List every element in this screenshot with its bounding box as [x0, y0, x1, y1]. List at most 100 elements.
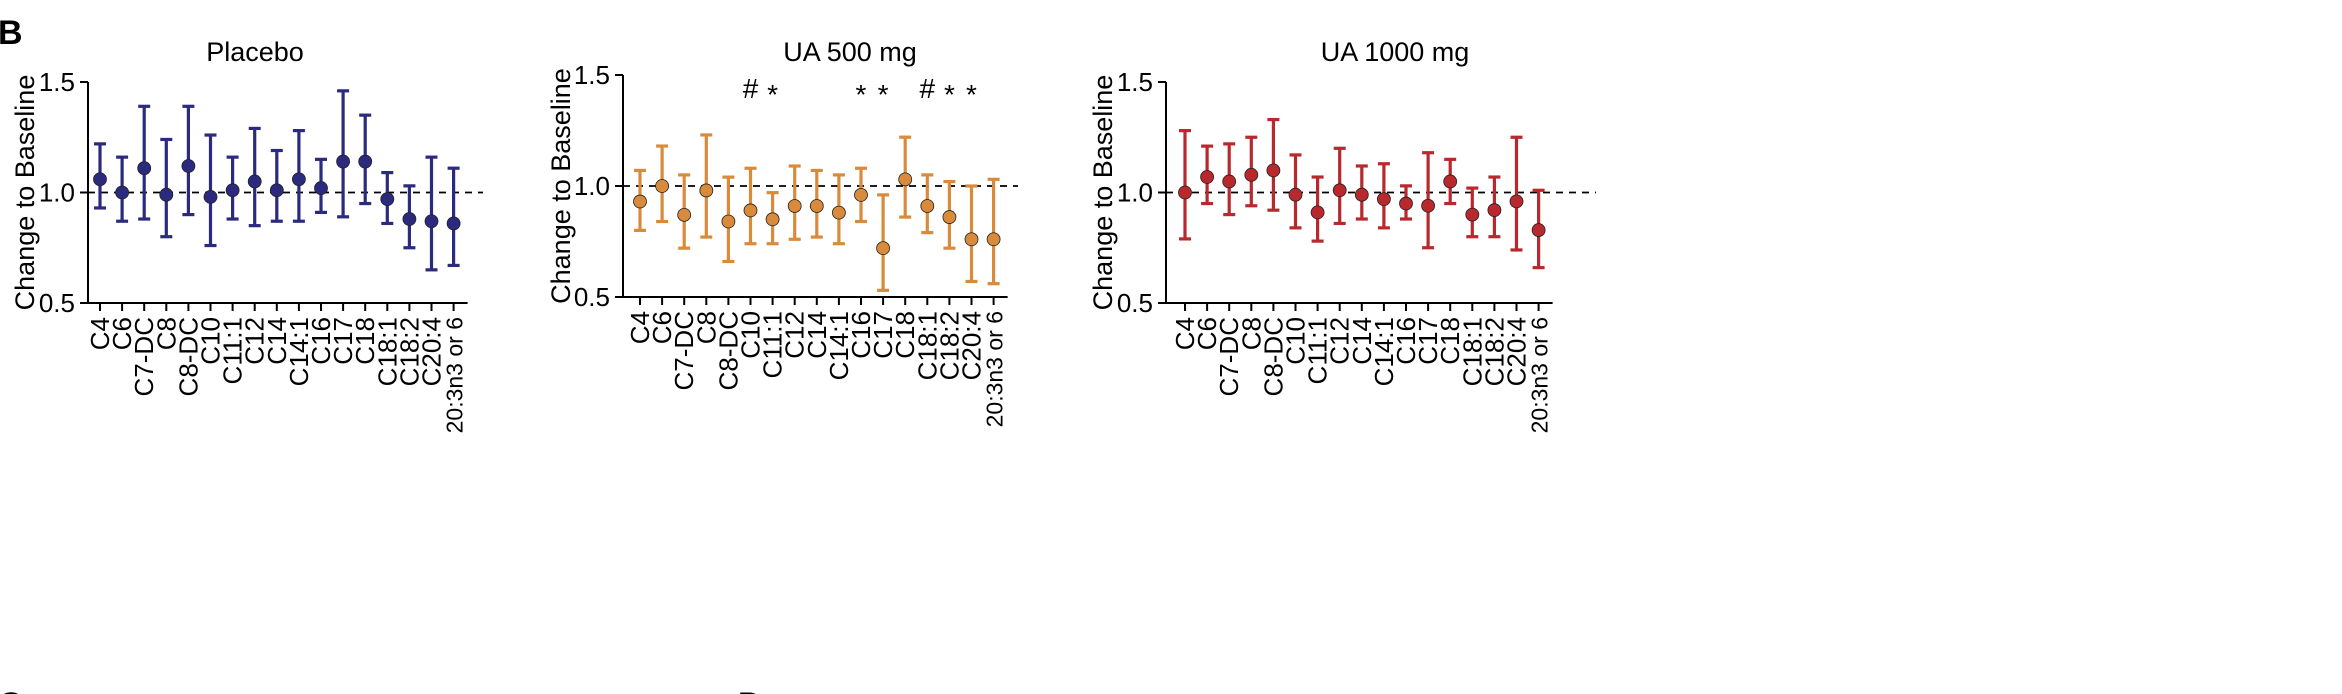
mean-marker: [699, 183, 714, 198]
x-tick-label: C16: [846, 311, 876, 359]
x-tick-label: C18: [350, 317, 380, 365]
significance-marker: *: [856, 79, 867, 110]
significance-marker: *: [966, 79, 977, 110]
mean-marker: [1244, 167, 1259, 182]
x-tick-label: C6: [107, 317, 137, 350]
x-tick-label: C12: [1325, 317, 1355, 365]
x-tick-label: C4: [625, 311, 655, 344]
data-point-C14: [1354, 164, 1369, 221]
data-point-C18:1: [920, 173, 935, 235]
data-point-C18:1: [380, 171, 395, 226]
x-tick-label: C11:1: [218, 317, 248, 384]
panel-letter-d: D: [738, 686, 763, 694]
x-tick-label: C8-DC: [1258, 317, 1288, 396]
y-tick-label: 1.5: [39, 67, 75, 97]
mean-marker: [898, 172, 913, 187]
mean-marker: [677, 207, 692, 222]
data-point-C18: [898, 135, 913, 219]
data-point-20:3n3 or 6: [1531, 188, 1546, 270]
y-tick-label: 0.5: [1117, 288, 1153, 318]
mean-marker: [380, 192, 395, 207]
data-point-C14: [269, 148, 284, 223]
mean-marker: [1200, 170, 1214, 184]
mean-marker: [1465, 207, 1480, 222]
data-point-C6: [1200, 144, 1214, 206]
mean-marker: [1288, 187, 1303, 202]
x-tick-label: C14:1: [824, 311, 854, 380]
mean-marker: [1266, 163, 1281, 178]
data-point-C8-DC: [181, 104, 196, 217]
x-tick-label: C8-DC: [713, 311, 743, 390]
data-point-C11:1: [1310, 175, 1325, 243]
mean-marker: [115, 185, 129, 200]
mean-marker: [1487, 203, 1502, 218]
x-tick-label: C14:1: [284, 317, 314, 386]
chart-title: Placebo: [206, 37, 304, 67]
mean-marker: [1377, 192, 1391, 207]
data-point-C10: [203, 133, 218, 248]
mean-marker: [964, 232, 979, 247]
data-point-C14:1: [832, 173, 846, 246]
mean-marker: [832, 205, 846, 220]
data-point-C12: [787, 164, 802, 241]
data-point-C16: [1399, 184, 1413, 221]
mean-marker: [765, 212, 780, 227]
mean-marker: [721, 214, 736, 229]
mean-marker: [402, 212, 417, 226]
mean-marker: [446, 216, 461, 231]
y-axis-label: Change to Baseline: [1088, 75, 1118, 311]
x-tick-label: C18:1: [912, 311, 942, 380]
mean-marker: [1354, 187, 1369, 202]
mean-marker: [159, 187, 174, 202]
x-tick-label: C14: [262, 317, 292, 365]
data-point-C17: [336, 89, 351, 219]
x-tick-label: C10: [736, 311, 766, 359]
mean-marker: [1531, 223, 1546, 237]
mean-marker: [986, 232, 1001, 247]
y-tick-label: 0.5: [574, 282, 610, 312]
data-point-C14:1: [291, 129, 306, 223]
x-tick-label: C8: [1236, 317, 1266, 350]
x-tick-label: C14:1: [1369, 317, 1399, 386]
data-point-C18:2: [402, 184, 417, 250]
chart-title: UA 1000 mg: [1321, 37, 1470, 67]
x-tick-label: C4: [85, 317, 115, 350]
x-tick-label: 20:3n3 or 6: [1527, 317, 1553, 433]
x-tick-label: C12: [780, 311, 810, 359]
mean-marker: [1178, 185, 1192, 200]
x-tick-label: C14: [802, 311, 832, 359]
x-tick-label: C18: [1435, 317, 1465, 365]
data-point-C11:1: [225, 155, 240, 221]
mean-marker: [787, 199, 802, 213]
x-tick-label: C14: [1347, 317, 1377, 365]
x-tick-label: C18:2: [394, 317, 424, 386]
data-point-C8-DC: [1266, 117, 1281, 212]
data-point-C4: [633, 168, 647, 232]
significance-marker: *: [767, 79, 778, 110]
data-point-C20:4: [1509, 135, 1524, 252]
mean-marker: [225, 183, 240, 198]
mean-marker: [1222, 174, 1237, 189]
mean-marker: [137, 161, 152, 176]
mean-marker: [876, 241, 890, 256]
mean-marker: [809, 199, 824, 213]
x-tick-label: C8-DC: [173, 317, 203, 396]
mean-marker: [854, 187, 868, 202]
mean-marker: [920, 199, 935, 213]
significance-marker: *: [878, 79, 889, 110]
y-tick-label: 1.5: [1117, 67, 1153, 97]
x-tick-label: C18:2: [934, 311, 964, 380]
mean-marker: [1310, 205, 1325, 220]
data-point-C8: [699, 133, 714, 239]
x-tick-label: C8: [151, 317, 181, 350]
y-tick-label: 1.0: [39, 178, 75, 208]
chart-title: UA 500 mg: [783, 37, 917, 67]
x-tick-label: C17: [868, 311, 898, 359]
x-tick-label: C11:1: [1303, 317, 1333, 384]
significance-marker: #: [743, 73, 759, 104]
data-point-C7-DC: [677, 173, 692, 250]
